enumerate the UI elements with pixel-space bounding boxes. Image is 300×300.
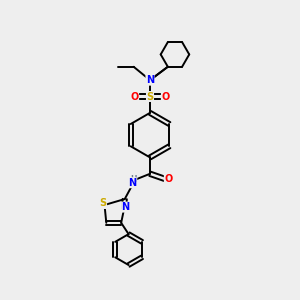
Text: O: O [164,174,172,184]
Text: H: H [130,175,137,184]
Text: S: S [100,199,106,208]
Text: N: N [128,178,136,188]
Text: N: N [122,202,130,212]
Text: O: O [130,92,139,101]
Text: O: O [161,92,169,101]
Text: N: N [146,75,154,85]
Text: S: S [146,92,154,101]
